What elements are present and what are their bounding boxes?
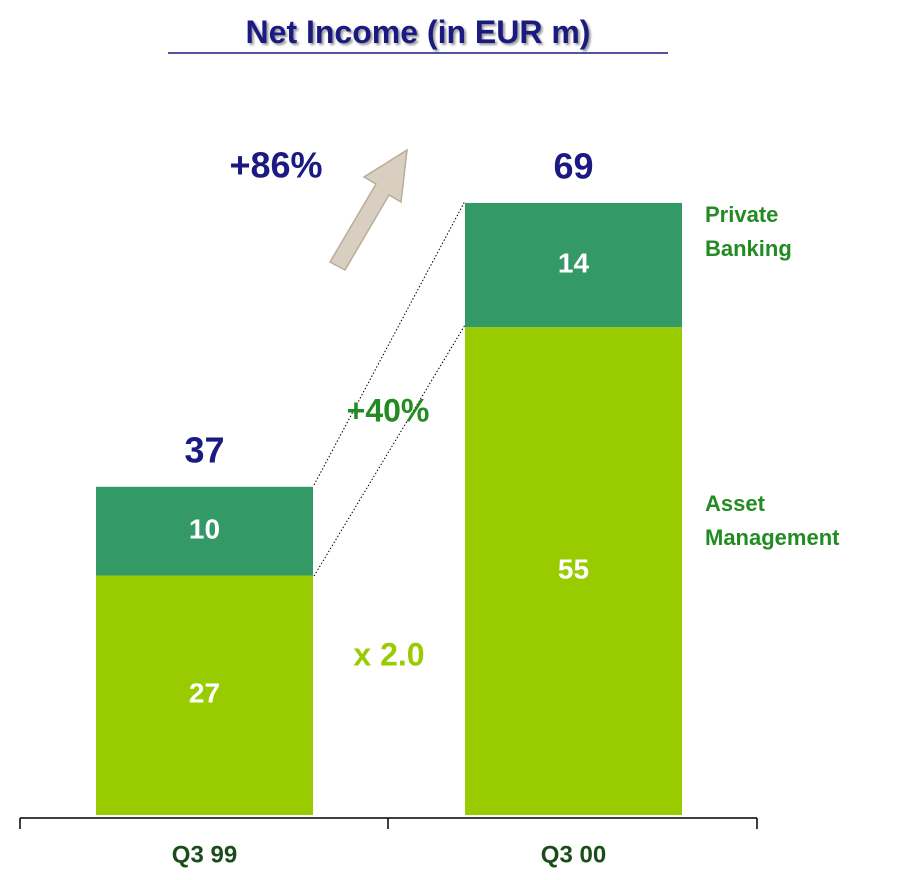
- chart-title: Net Income (in EUR m): [245, 14, 591, 50]
- data-label: 10: [189, 514, 220, 545]
- bar-segment: [465, 327, 682, 815]
- x-tick-label: Q3 99: [172, 841, 237, 868]
- data-label: 55: [558, 553, 589, 584]
- legend-entry: Asset Management: [705, 491, 840, 551]
- x-tick-label: Q3 00: [541, 841, 606, 868]
- data-label: 27: [189, 678, 220, 709]
- connector: [313, 324, 466, 577]
- data-label: 14: [558, 247, 590, 278]
- bar-segment: [465, 202, 682, 328]
- total-label: 37: [184, 429, 224, 470]
- connector: [313, 200, 466, 486]
- legend-entry: Private Banking: [705, 202, 792, 262]
- growth-arrow: [328, 148, 408, 272]
- total-label: 69: [553, 145, 593, 186]
- bar-segment: [96, 486, 313, 576]
- bar-segment: [96, 575, 313, 815]
- annotation: +40%: [347, 392, 430, 428]
- annotation: +86%: [229, 145, 322, 186]
- annotation: x 2.0: [353, 636, 424, 672]
